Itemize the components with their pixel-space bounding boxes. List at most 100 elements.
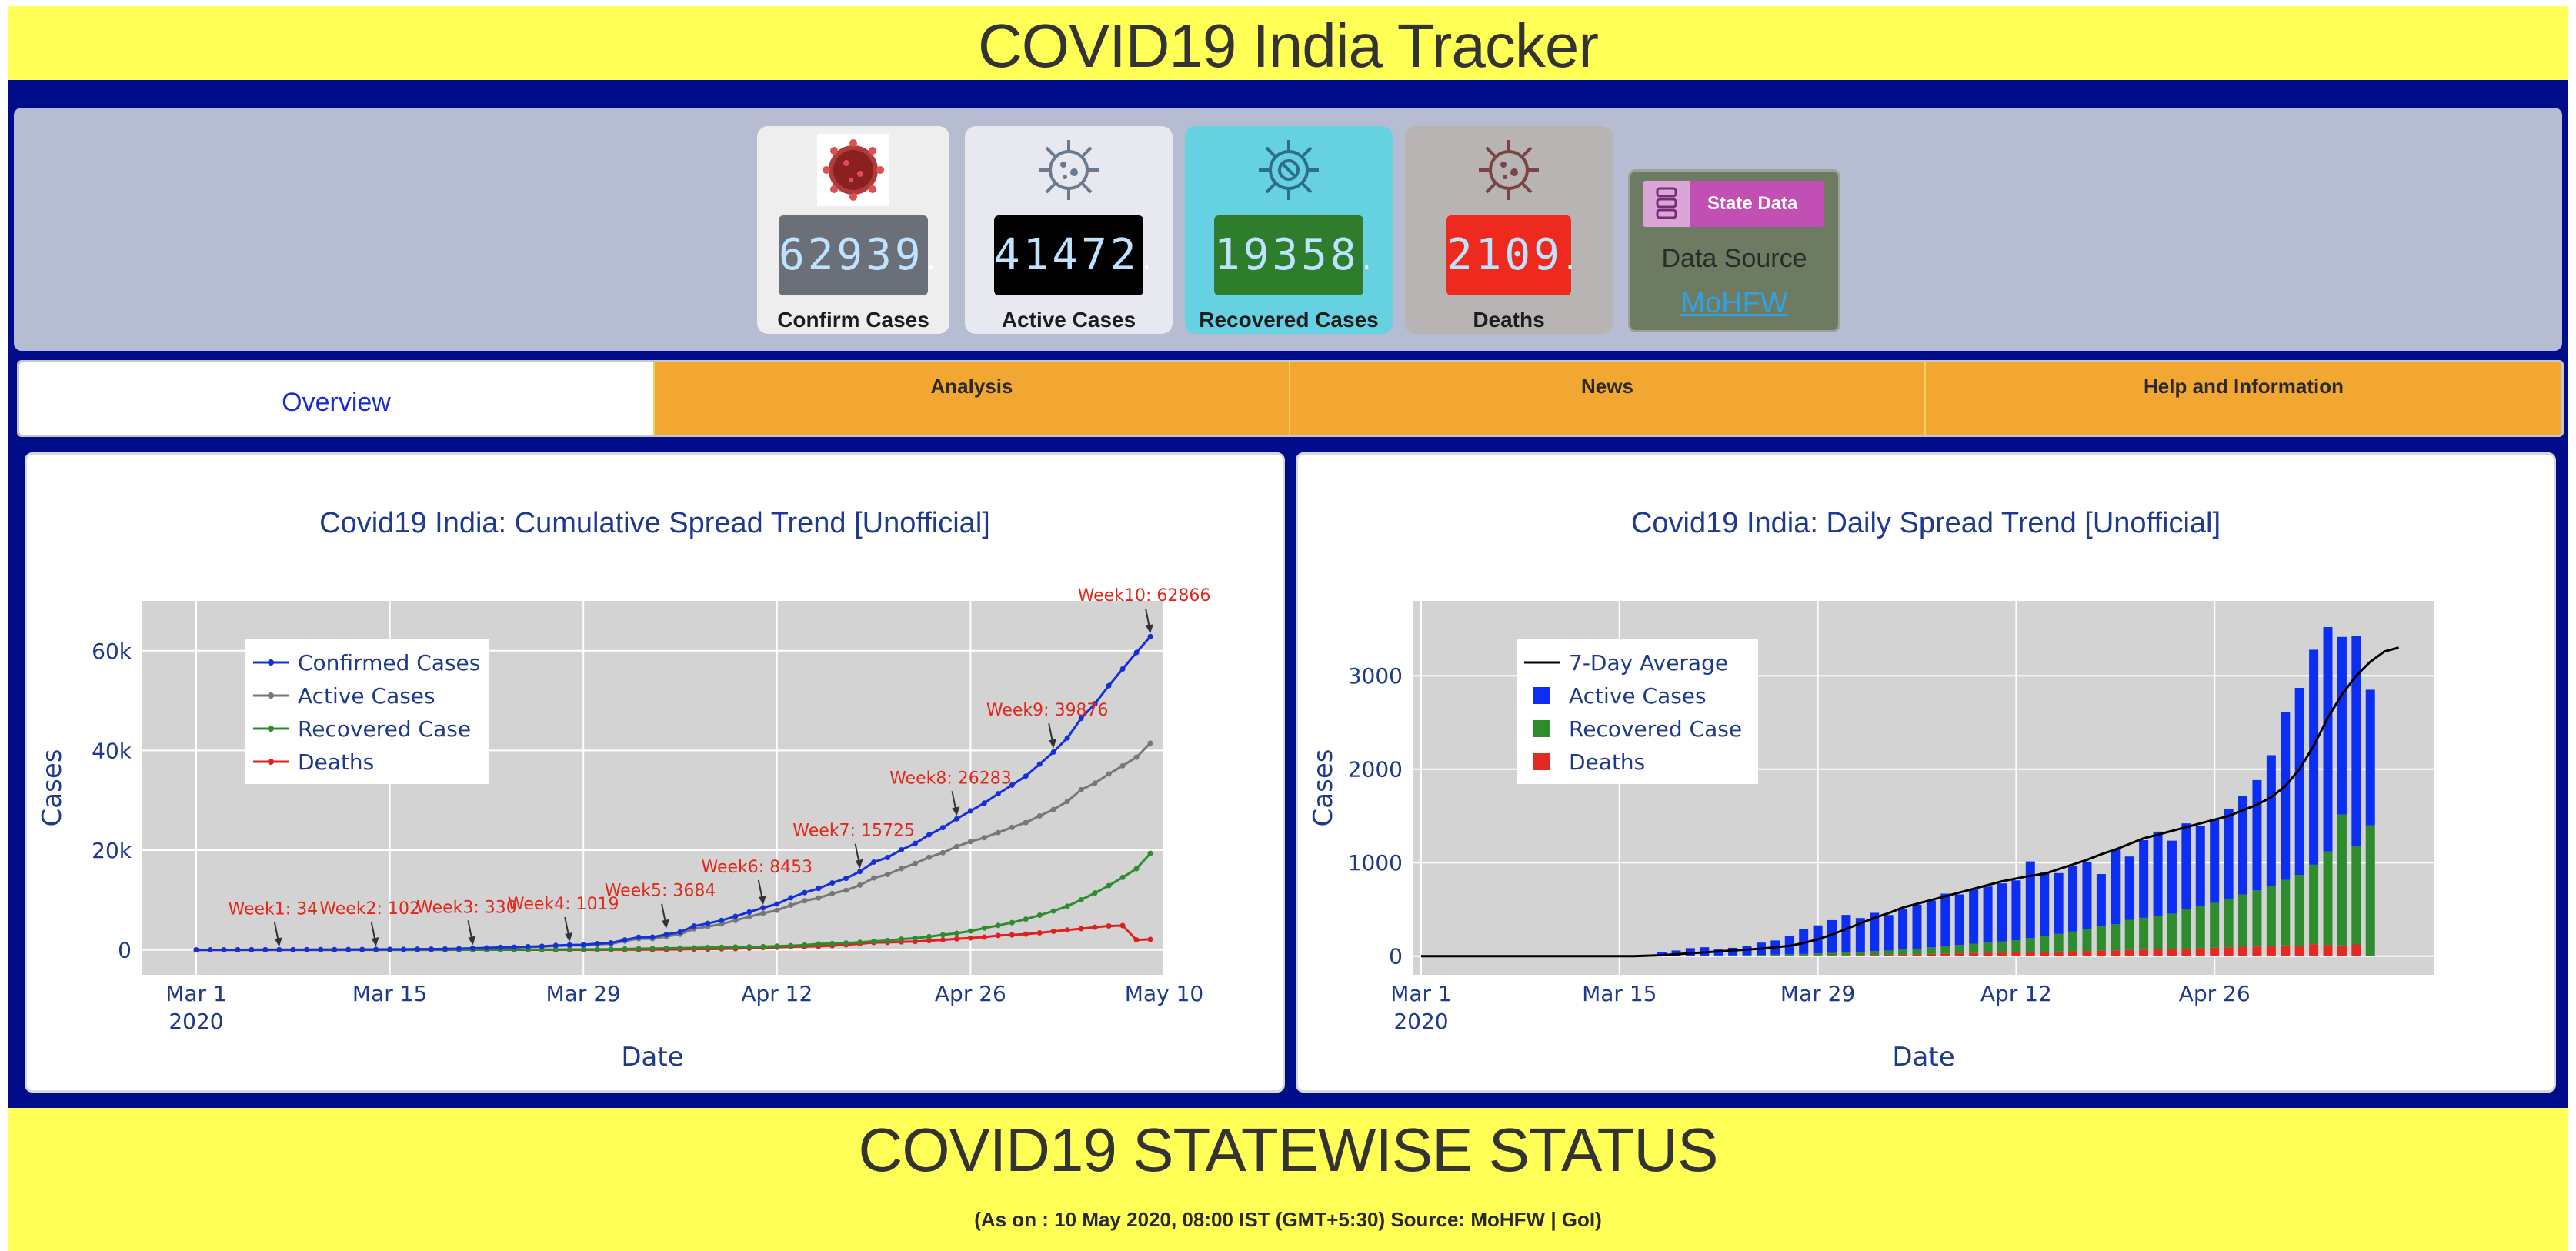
bar-active xyxy=(2324,627,2333,852)
bar-deaths xyxy=(1940,953,1950,956)
series-point xyxy=(498,945,503,950)
active-cases-card: 41472. Active Cases xyxy=(965,126,1173,334)
bar-recovered xyxy=(2111,924,2120,950)
series-point xyxy=(996,791,1001,796)
annotation-label: Week5: 3684 xyxy=(605,882,716,901)
bar-deaths xyxy=(2011,952,2020,956)
series-point xyxy=(373,946,379,952)
bar-deaths xyxy=(1870,955,1879,956)
bar-recovered xyxy=(1785,954,1794,956)
bar-active xyxy=(2068,866,2077,932)
series-point xyxy=(802,942,807,948)
series-point xyxy=(1051,929,1056,934)
bar-active xyxy=(1940,894,1950,946)
bar-recovered xyxy=(1898,949,1907,955)
series-point xyxy=(1051,749,1056,755)
tab-overview[interactable]: Overview xyxy=(19,362,655,435)
series-point xyxy=(1037,930,1043,936)
series-point xyxy=(940,937,946,942)
legend-swatch xyxy=(1533,687,1550,704)
series-point xyxy=(429,946,434,952)
bar-deaths xyxy=(2125,950,2134,956)
bar-recovered xyxy=(1984,942,1993,952)
bar-recovered xyxy=(2154,916,2163,949)
bar-recovered xyxy=(1814,953,1823,955)
series-point xyxy=(1065,927,1070,932)
bar-deaths xyxy=(2026,952,2035,956)
series-point xyxy=(760,944,766,949)
y-tick-label: 0 xyxy=(1389,944,1403,969)
state-data-button[interactable]: State Data xyxy=(1643,181,1824,227)
series-point xyxy=(1065,903,1070,909)
bar-recovered xyxy=(2068,932,2077,952)
tab-news[interactable]: News xyxy=(1290,362,1926,435)
x-tick-label: Mar 15 xyxy=(1582,981,1657,1006)
series-point xyxy=(705,945,710,950)
bar-deaths xyxy=(2295,946,2304,956)
series-point xyxy=(843,940,849,946)
series-point xyxy=(595,946,600,952)
bar-deaths xyxy=(1884,955,1894,956)
bar-recovered xyxy=(2309,865,2318,944)
series-point xyxy=(885,872,890,877)
annotation-label: Week9: 39876 xyxy=(986,701,1109,720)
data-source-card: State Data Data Source MoHFW xyxy=(1628,169,1840,332)
series-point xyxy=(816,896,821,901)
bar-active xyxy=(2011,880,2020,940)
active-cases-label: Active Cases xyxy=(965,308,1173,332)
bar-recovered xyxy=(2011,940,2020,952)
confirm-cases-card: 62939. Confirm Cases xyxy=(757,126,949,334)
series-point xyxy=(1079,787,1084,792)
series-point xyxy=(1148,936,1153,942)
series-point xyxy=(954,816,959,822)
bar-recovered xyxy=(2351,846,2361,945)
series-point xyxy=(926,832,932,838)
bar-recovered xyxy=(1940,946,1950,954)
series-point xyxy=(1093,925,1098,930)
bar-recovered xyxy=(1870,951,1879,955)
bar-recovered xyxy=(1927,947,1936,954)
series-point xyxy=(829,891,835,896)
series-point xyxy=(843,876,849,881)
bar-deaths xyxy=(1898,955,1907,956)
series-point xyxy=(774,943,779,949)
series-point xyxy=(816,886,821,891)
confirm-cases-label: Confirm Cases xyxy=(757,308,949,332)
bar-recovered xyxy=(2167,913,2177,949)
header-bar: COVID19 India Tracker xyxy=(8,6,2568,80)
series-point xyxy=(442,946,448,952)
series-point xyxy=(1148,634,1153,639)
bar-deaths xyxy=(2068,951,2077,956)
tab-analysis[interactable]: Analysis xyxy=(655,362,1290,435)
series-point xyxy=(332,947,337,952)
tab-help-and-information[interactable]: Help and Information xyxy=(1926,362,2561,435)
series-point xyxy=(968,808,973,813)
x-tick-label: May 10 xyxy=(1125,981,1203,1006)
series-point xyxy=(1009,920,1015,926)
series-point xyxy=(885,855,890,860)
series-point xyxy=(664,946,669,951)
x-tick-label: Apr 12 xyxy=(741,981,813,1006)
series-point xyxy=(732,944,738,949)
y-tick-label: 2000 xyxy=(1348,757,1403,782)
bar-deaths xyxy=(2281,946,2290,956)
annotation-label: Week6: 8453 xyxy=(701,858,813,877)
bar-active xyxy=(2196,826,2205,906)
bar-active xyxy=(2366,689,2375,825)
bar-recovered xyxy=(1969,944,1978,953)
x-tick-label: Apr 26 xyxy=(935,981,1006,1006)
bar-recovered xyxy=(2366,826,2375,956)
series-point xyxy=(996,830,1001,836)
series-point xyxy=(760,905,766,910)
legend-label: Recovered Case xyxy=(298,716,471,742)
bar-active xyxy=(2082,862,2091,929)
series-point xyxy=(802,898,807,903)
series-point xyxy=(401,946,406,952)
bar-recovered xyxy=(1827,952,1837,955)
bar-recovered xyxy=(2097,926,2106,951)
series-point xyxy=(982,835,987,840)
series-point xyxy=(622,937,628,942)
bar-recovered xyxy=(2210,902,2219,947)
mohfw-link[interactable]: MoHFW xyxy=(1630,287,1838,320)
series-point xyxy=(843,888,849,893)
